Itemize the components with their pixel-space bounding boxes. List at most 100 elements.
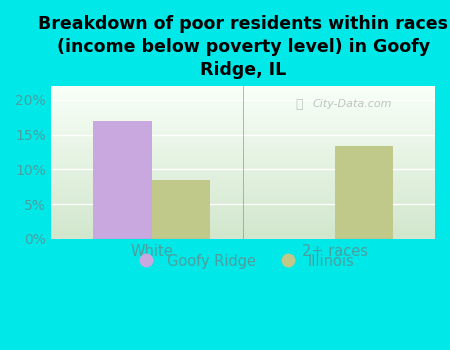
Bar <box>51 140 435 141</box>
Bar <box>51 221 435 222</box>
Bar <box>51 207 435 208</box>
Bar <box>51 89 435 90</box>
Bar <box>51 226 435 228</box>
Bar <box>51 238 435 239</box>
Bar <box>334 146 393 239</box>
Bar <box>51 172 435 173</box>
Bar <box>51 155 435 156</box>
Bar <box>51 96 435 97</box>
Bar <box>51 121 435 122</box>
Bar <box>51 190 435 191</box>
Bar <box>51 179 435 180</box>
Bar <box>51 118 435 119</box>
Bar <box>51 204 435 205</box>
Bar <box>51 162 435 163</box>
Bar <box>51 151 435 152</box>
Bar <box>51 184 435 185</box>
Bar <box>51 220 435 221</box>
Bar <box>51 161 435 162</box>
Bar <box>51 122 435 124</box>
Legend: Goofy Ridge, Illinois: Goofy Ridge, Illinois <box>126 248 360 274</box>
Bar <box>51 116 435 117</box>
Bar <box>51 157 435 158</box>
Bar <box>152 180 210 239</box>
Bar <box>51 156 435 157</box>
Bar <box>51 88 435 89</box>
Bar <box>51 128 435 129</box>
Bar <box>51 188 435 189</box>
Bar <box>51 154 435 155</box>
Bar <box>51 233 435 234</box>
Title: Breakdown of poor residents within races
(income below poverty level) in Goofy
R: Breakdown of poor residents within races… <box>38 15 448 79</box>
Bar <box>51 110 435 111</box>
Bar <box>51 92 435 93</box>
Bar <box>51 200 435 201</box>
Bar <box>51 120 435 121</box>
Bar <box>51 211 435 212</box>
Bar <box>51 214 435 215</box>
Bar <box>51 217 435 218</box>
Bar <box>51 229 435 230</box>
Bar <box>51 208 435 209</box>
Bar <box>51 224 435 225</box>
Bar <box>51 185 435 186</box>
Bar <box>51 124 435 125</box>
Bar <box>51 146 435 147</box>
Bar <box>51 106 435 107</box>
Bar <box>51 209 435 210</box>
Bar <box>51 142 435 143</box>
Bar <box>51 205 435 206</box>
Bar <box>51 103 435 104</box>
Bar <box>51 222 435 223</box>
Bar <box>51 167 435 168</box>
Bar <box>51 117 435 118</box>
Bar <box>51 216 435 217</box>
Bar <box>51 219 435 220</box>
Bar <box>51 158 435 159</box>
Bar <box>51 148 435 149</box>
Bar <box>51 225 435 226</box>
Bar <box>51 202 435 203</box>
Bar <box>51 132 435 133</box>
Bar <box>51 192 435 193</box>
Bar <box>51 102 435 103</box>
Bar <box>51 194 435 195</box>
Bar <box>51 99 435 100</box>
Bar <box>51 91 435 92</box>
Bar <box>51 137 435 138</box>
Bar <box>51 223 435 224</box>
Bar <box>51 114 435 115</box>
Bar <box>51 125 435 126</box>
Bar <box>51 160 435 161</box>
Bar <box>51 232 435 233</box>
Text: ⓘ: ⓘ <box>295 98 302 111</box>
Bar <box>51 183 435 184</box>
Bar <box>51 112 435 113</box>
Bar <box>51 104 435 105</box>
Bar <box>51 169 435 170</box>
Bar <box>51 234 435 235</box>
Bar <box>51 98 435 99</box>
Bar <box>51 164 435 166</box>
Bar <box>51 97 435 98</box>
Bar <box>51 189 435 190</box>
Bar <box>51 94 435 95</box>
Bar <box>51 87 435 88</box>
Bar <box>51 177 435 178</box>
Bar <box>51 178 435 179</box>
Bar <box>51 173 435 174</box>
Bar <box>51 218 435 219</box>
Bar <box>51 231 435 232</box>
Bar <box>51 141 435 142</box>
Bar <box>51 119 435 120</box>
Bar <box>51 130 435 131</box>
Bar <box>51 174 435 175</box>
Bar <box>51 237 435 238</box>
Bar <box>51 147 435 148</box>
Bar <box>51 203 435 204</box>
Bar <box>51 168 435 169</box>
Bar <box>51 195 435 196</box>
Bar <box>51 138 435 139</box>
Bar <box>51 197 435 198</box>
Bar <box>51 111 435 112</box>
